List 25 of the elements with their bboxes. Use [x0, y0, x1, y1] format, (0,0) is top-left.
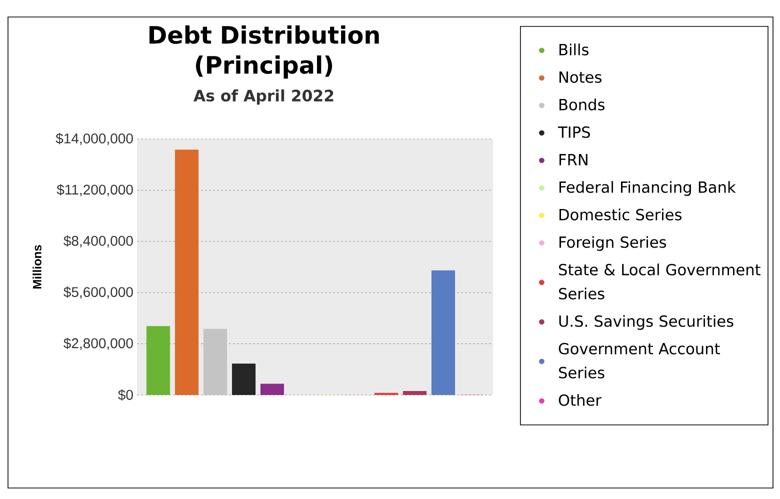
legend-label: Bills [560, 44, 588, 56]
y-axis-title: Millions [32, 245, 42, 289]
legend-label: FRN [560, 154, 588, 166]
bar [260, 384, 284, 395]
y-tick-label: $8,400,000 [64, 235, 133, 248]
y-tick-label: $0 [118, 389, 133, 401]
bar [232, 364, 256, 395]
legend-label: Government Account Series [558, 342, 720, 378]
legend-label: Foreign Series [560, 236, 666, 251]
chart-subtitle: As of April 2022 [194, 89, 334, 105]
chart-title: Debt Distribution (Principal) [150, 25, 379, 79]
bar [402, 391, 427, 395]
y-tick-label: $2,800,000 [64, 338, 133, 350]
legend-label: Federal Financing Bank [560, 181, 736, 196]
legend-label: U.S. Savings Securities [559, 315, 734, 330]
legend-label: Notes [560, 72, 602, 83]
y-tick-label: $11,200,000 [56, 184, 133, 196]
legend-label: Other [558, 394, 602, 406]
y-tick-label: $5,600,000 [64, 286, 133, 299]
bar [174, 150, 199, 395]
legend-label: TIPS [558, 126, 590, 138]
legend-label: Bonds [560, 98, 605, 110]
legend-label: State & Local Government Series [559, 264, 760, 300]
legend-label: Domestic Series [560, 208, 682, 220]
y-tick-label: $14,000,000 [56, 132, 133, 146]
